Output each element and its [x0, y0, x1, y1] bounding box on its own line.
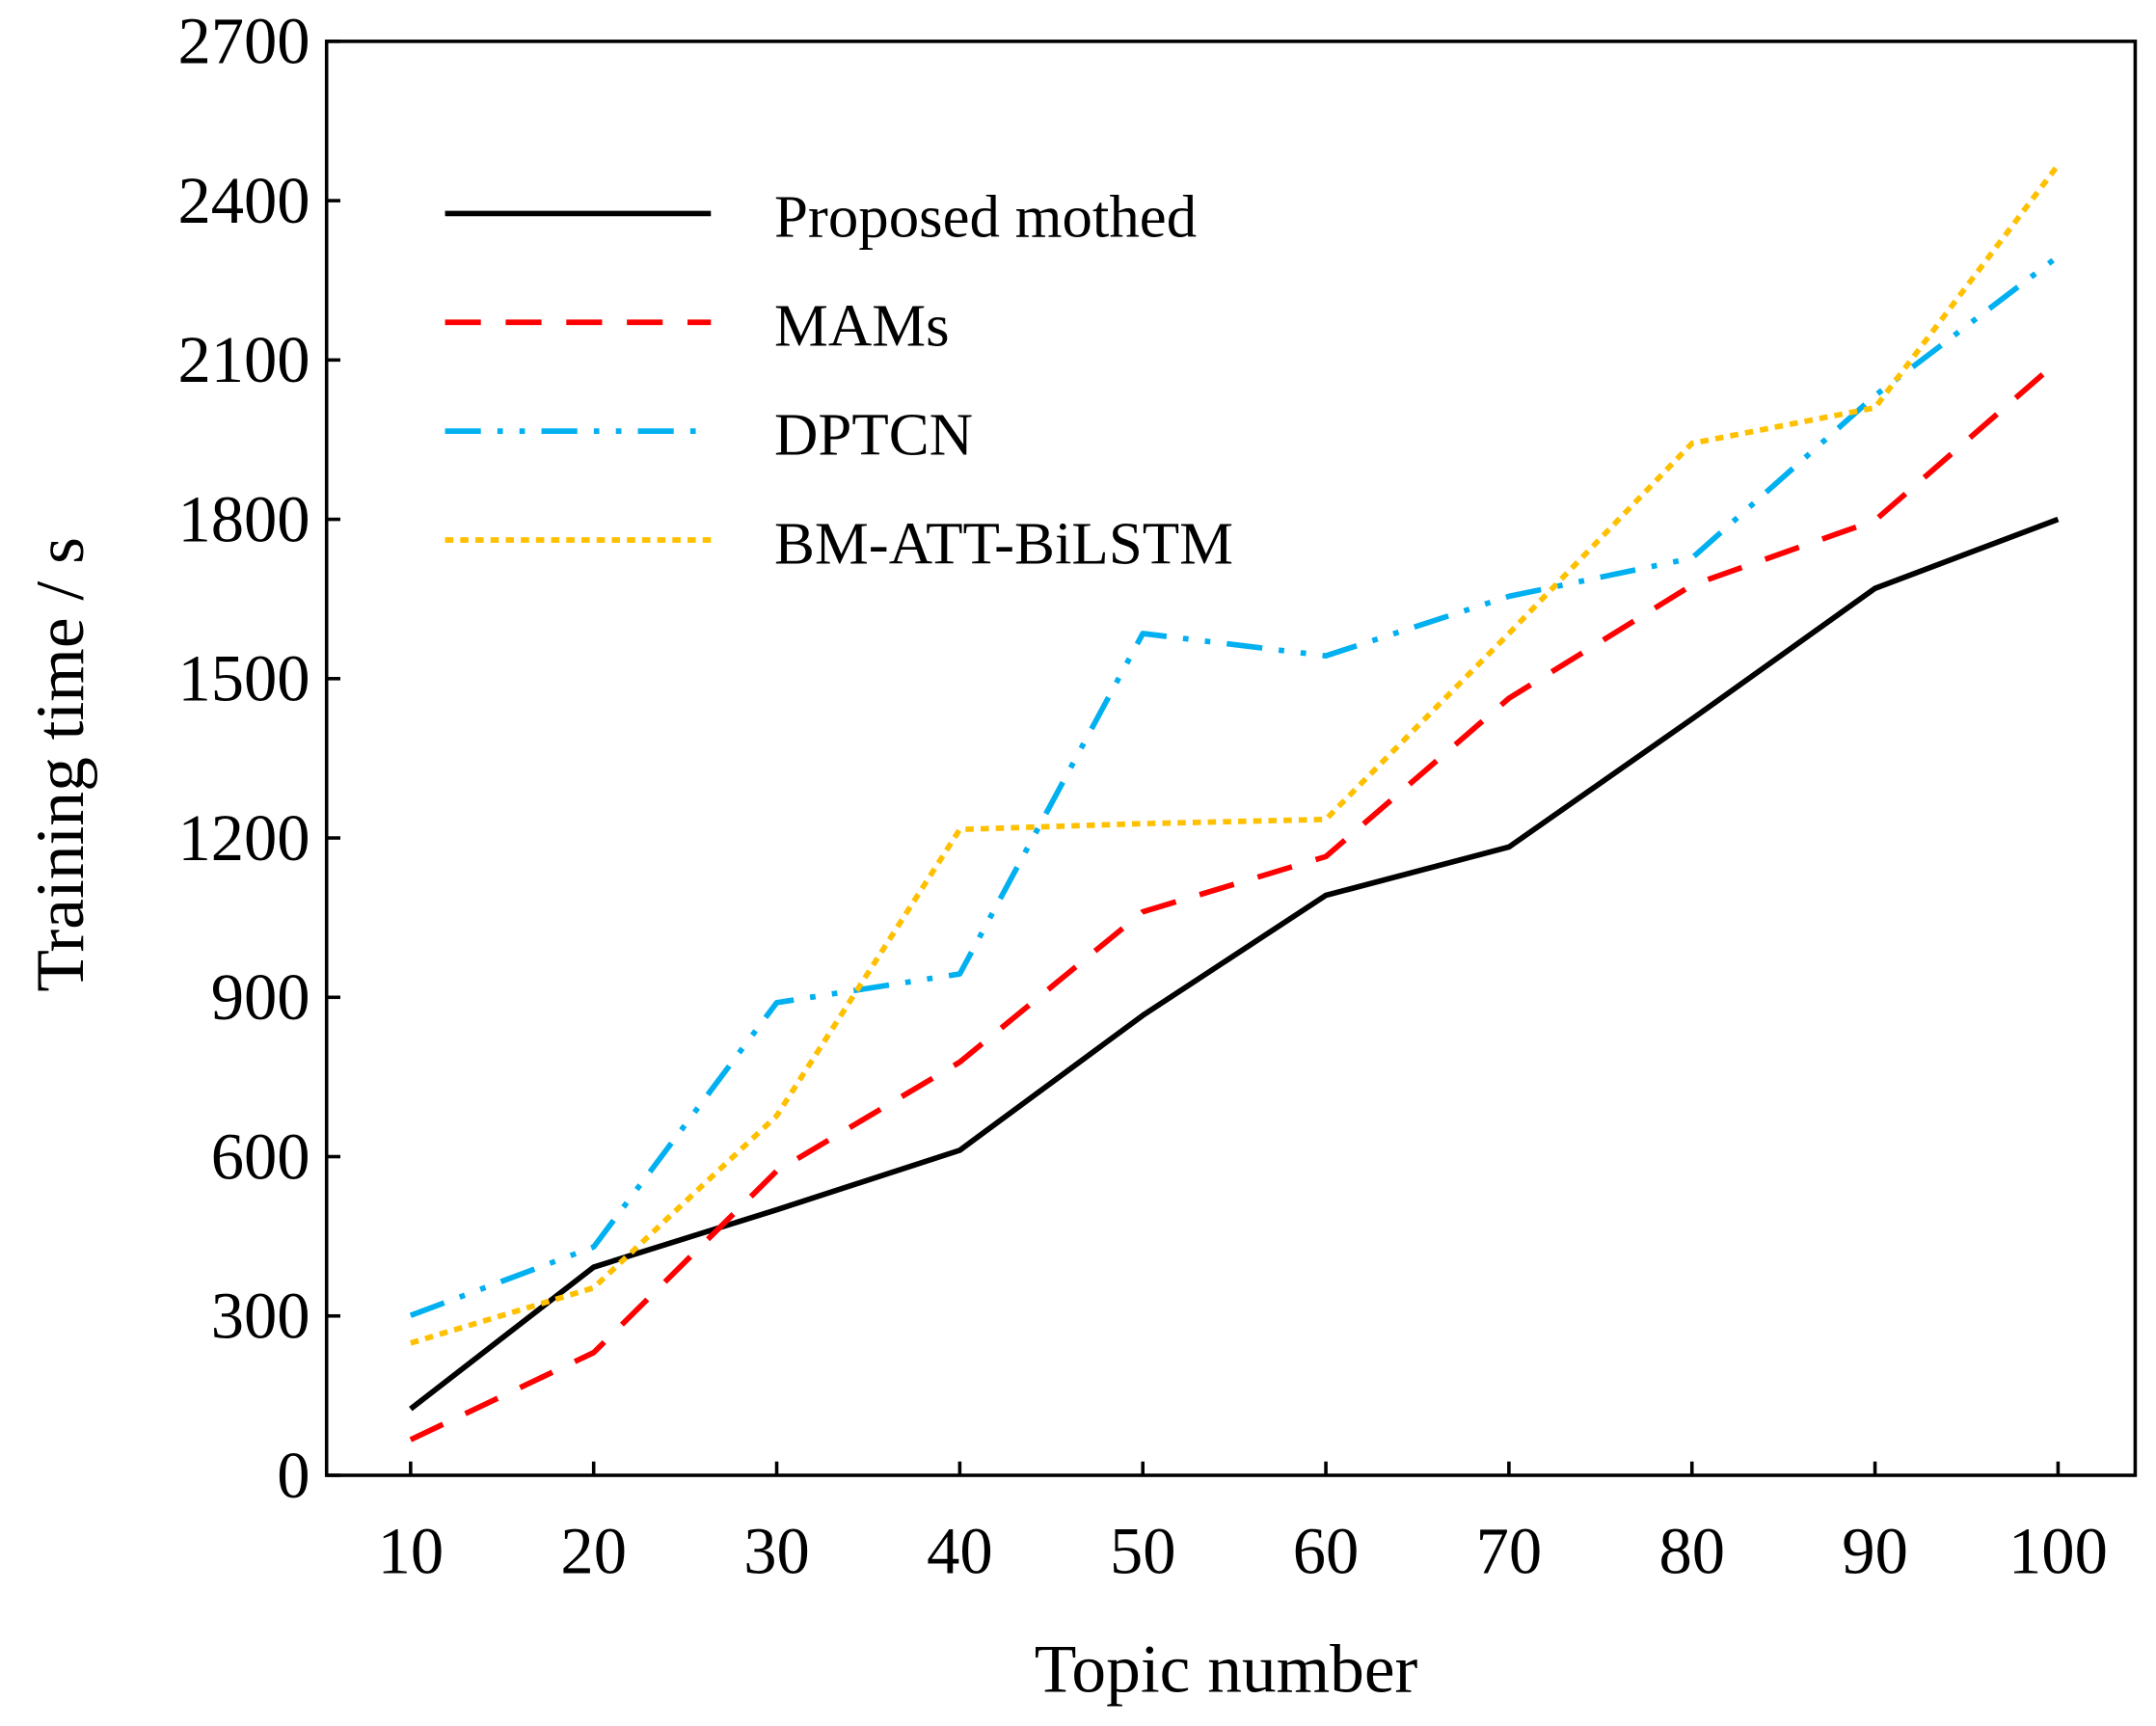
plot-frame — [324, 40, 2138, 1477]
y-tick-label: 600 — [211, 1119, 310, 1193]
x-tick-label: 70 — [1476, 1514, 1543, 1587]
y-axis-label: Training time / s — [22, 537, 98, 991]
y-tick-label: 2400 — [177, 164, 310, 237]
y-tick-label: 1800 — [177, 482, 310, 555]
y-tick-label: 1200 — [177, 801, 310, 875]
y-tick-label: 0 — [277, 1439, 310, 1512]
x-tick-label: 30 — [743, 1514, 810, 1587]
x-tick-label: 40 — [927, 1514, 993, 1587]
x-tick-label: 10 — [378, 1514, 445, 1587]
x-tick-label: 100 — [2008, 1514, 2108, 1587]
y-tick-label: 300 — [211, 1280, 310, 1353]
x-tick-label: 60 — [1293, 1514, 1360, 1587]
x-tick-label: 50 — [1110, 1514, 1176, 1587]
legend-label: BM-ATT-BiLSTM — [774, 509, 1233, 577]
series-line-dptcn — [409, 254, 2061, 1318]
legend-label: MAMs — [774, 292, 950, 360]
series-line-mams — [409, 359, 2061, 1443]
legend-label: Proposed mothed — [774, 183, 1197, 251]
y-tick-label: 2100 — [177, 323, 310, 396]
x-tick-label: 90 — [1842, 1514, 1908, 1587]
x-tick-label: 20 — [560, 1514, 627, 1587]
y-tick-label: 900 — [211, 960, 310, 1034]
series-line-bm-att-bilstm — [410, 163, 2061, 1346]
x-axis-label: Topic number — [1035, 1631, 1418, 1707]
legend-label: DPTCN — [774, 400, 973, 468]
series-line-proposed-mothed — [409, 516, 2060, 1412]
y-tick-label: 1500 — [177, 642, 310, 715]
x-tick-label: 80 — [1658, 1514, 1725, 1587]
y-tick-label: 2700 — [177, 5, 310, 78]
